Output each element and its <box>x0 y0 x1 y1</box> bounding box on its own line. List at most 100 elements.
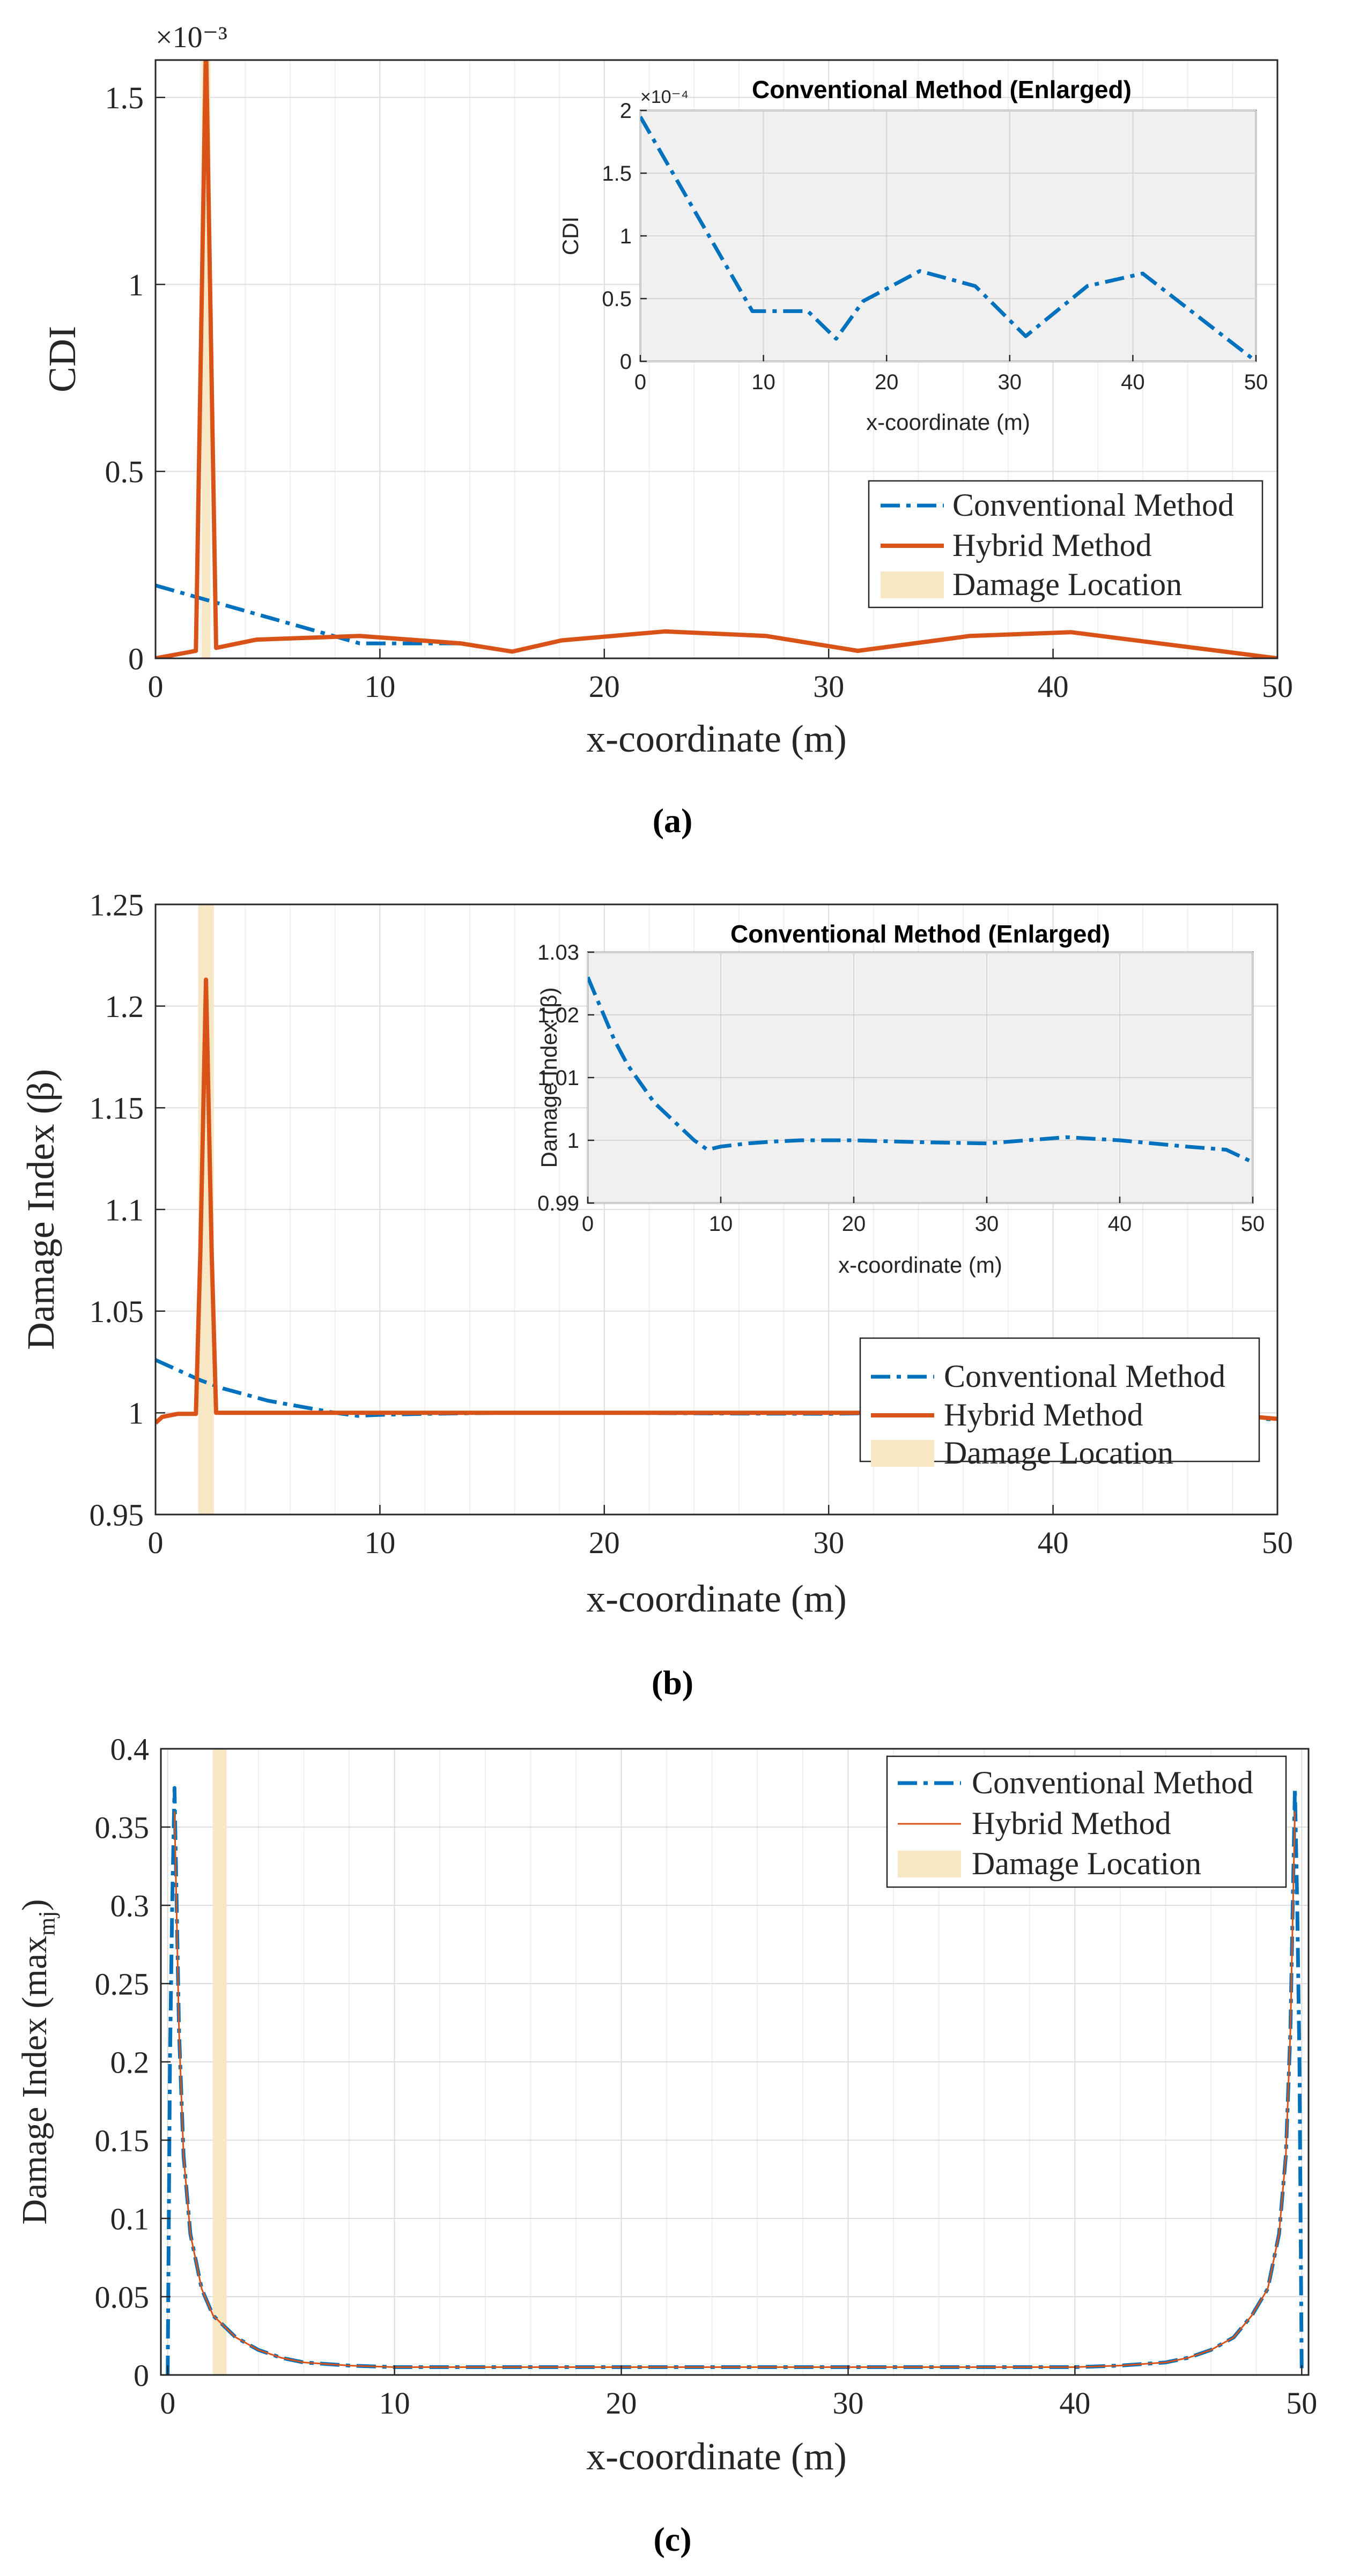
legend-c: Conventional Method Hybrid Method Damage… <box>886 1755 1287 1888</box>
x-tick-label: 40 <box>1038 669 1069 704</box>
series-line-hybrid <box>173 1811 1296 2368</box>
y-tick-label: 1.01 <box>537 1066 579 1090</box>
inset-ylabel-a: CDI <box>558 217 583 255</box>
legend-swatch-damage-c <box>898 1851 961 1877</box>
inset-ylabel-b: Damage Index (β) <box>536 988 561 1168</box>
x-tick-label: 50 <box>1244 370 1268 394</box>
panel-c: 0 10 20 30 40 50 0 0.05 0.1 0.15 0.2 0.25 0.3 0.35 0.4… <box>15 1732 1317 2558</box>
x-tick-label: 30 <box>813 1525 844 1560</box>
y-tick-label: 2 <box>620 99 632 123</box>
x-tick-label: 30 <box>975 1212 999 1236</box>
y-tick-label: 1.02 <box>537 1004 579 1027</box>
inset-xlabel-a: x-coordinate (m) <box>866 410 1030 435</box>
legend-label-conventional-b: Conventional Method <box>944 1358 1225 1394</box>
legend-label-damage-c: Damage Location <box>972 1846 1201 1881</box>
x-tick-label: 0 <box>148 1525 164 1560</box>
y-tick-label: 0.3 <box>110 1888 150 1923</box>
x-tick-label: 10 <box>364 669 395 704</box>
y-tick-label: 0.25 <box>95 1966 150 2001</box>
x-tick-label: 10 <box>709 1212 733 1236</box>
x-tick-label: 50 <box>1241 1212 1265 1236</box>
legend-swatch-damage-b <box>871 1440 934 1467</box>
legend-label-hybrid-a: Hybrid Method <box>952 528 1152 563</box>
y-tick-label: 1.25 <box>90 887 144 922</box>
x-tick-label: 10 <box>364 1525 395 1560</box>
x-tick-label: 40 <box>1059 2386 1090 2421</box>
y-tick-label: 1 <box>128 1396 144 1431</box>
axes-frame-a <box>154 59 1279 659</box>
legend-b: Conventional Method Hybrid Method Damage… <box>859 1337 1260 1471</box>
ylabel-c-sub: mj <box>34 1911 60 1935</box>
damage-band-c <box>213 1749 227 2375</box>
legend-label-damage-b: Damage Location <box>944 1435 1173 1471</box>
exponent-a: ×10⁻³ <box>156 21 227 54</box>
inset-series-a <box>640 115 1256 361</box>
y-tick-label: 1.15 <box>90 1091 144 1126</box>
ylabel-c-main: Damage Index (max <box>15 1936 54 2225</box>
x-tick-label: 0 <box>634 370 646 394</box>
inset-b: 0 10 20 30 40 50 0.99 1 1.01 1.02 1.03 Conventiona… <box>536 920 1265 1278</box>
y-tick-label: 1 <box>567 1129 579 1153</box>
legend-label-conventional-c: Conventional Method <box>972 1765 1253 1800</box>
x-tick-label: 30 <box>998 370 1022 394</box>
x-tick-label: 30 <box>832 2386 863 2421</box>
y-tick-label: 1.05 <box>90 1294 144 1329</box>
x-tick-label: 20 <box>875 370 899 394</box>
y-tick-label: 0.35 <box>95 1810 150 1845</box>
y-tick-label: 0.99 <box>537 1192 579 1215</box>
y-tick-label: 1 <box>620 225 632 248</box>
inset-series-b <box>588 976 1253 1164</box>
series-c <box>166 1786 1304 2375</box>
x-tick-label: 20 <box>589 669 620 704</box>
xlabel-a: x-coordinate (m) <box>586 717 847 760</box>
inset-ticks-b: 0 10 20 30 40 50 0.99 1 1.01 1.02 1.03 <box>537 941 1265 1236</box>
inset-xlabel-b: x-coordinate (m) <box>838 1252 1002 1278</box>
y-tick-label: 0 <box>620 350 632 374</box>
ylabel-b: Damage Index (β) <box>19 1069 62 1350</box>
ticks-c: 0 10 20 30 40 50 0 0.05 0.1 0.15 0.2 0.25 0.3 0.35 0.4 <box>95 1732 1318 2421</box>
y-tick-label: 1 <box>128 268 144 302</box>
x-tick-label: 50 <box>1262 1525 1293 1560</box>
x-tick-label: 40 <box>1108 1212 1132 1236</box>
x-tick-label: 50 <box>1286 2386 1317 2421</box>
x-tick-label: 20 <box>606 2386 637 2421</box>
legend-label-hybrid-c: Hybrid Method <box>972 1806 1171 1841</box>
legend-swatch-damage-a <box>881 571 944 598</box>
y-tick-label: 1.5 <box>602 162 632 185</box>
x-tick-label: 10 <box>751 370 775 394</box>
ylabel-a: CDI <box>41 326 84 392</box>
ticks-b: 0 10 20 30 40 50 0.95 1 1.05 1.1 1.15 1.2 1.25 <box>90 887 1294 1560</box>
x-tick-label: 20 <box>589 1525 620 1560</box>
inset-exponent-a: ×10⁻⁴ <box>640 87 689 107</box>
y-tick-label: 1.2 <box>105 989 144 1024</box>
xlabel-b: x-coordinate (m) <box>586 1577 847 1620</box>
y-tick-label: 0.95 <box>90 1497 144 1532</box>
y-tick-label: 1.03 <box>537 941 579 964</box>
caption-a: (a) <box>653 801 693 840</box>
x-tick-label: 10 <box>379 2386 410 2421</box>
inset-grid-a <box>640 110 1257 362</box>
y-tick-label: 0.2 <box>110 2045 150 2080</box>
y-tick-label: 0.5 <box>105 455 144 489</box>
caption-c: (c) <box>653 2520 691 2558</box>
y-tick-label: 0 <box>134 2358 149 2393</box>
series-line-conventional <box>640 115 1256 361</box>
inset-title-a: Conventional Method (Enlarged) <box>752 76 1132 103</box>
y-tick-label: 1.1 <box>105 1192 144 1227</box>
x-tick-label: 0 <box>148 669 164 704</box>
ylabel-c-end: ) <box>15 1899 54 1911</box>
legend-a: Conventional Method Hybrid Method Damage… <box>868 480 1263 608</box>
series-a <box>156 60 1277 658</box>
y-tick-label: 0.4 <box>110 1732 150 1766</box>
legend-label-hybrid-b: Hybrid Method <box>944 1397 1143 1432</box>
inset-a: 0 10 20 30 40 50 0 0.5 1 1.5 2 Conventional Method… <box>558 76 1268 435</box>
x-tick-label: 30 <box>813 669 844 704</box>
legend-label-damage-a: Damage Location <box>952 567 1182 602</box>
x-tick-label: 0 <box>160 2386 175 2421</box>
xlabel-c: x-coordinate (m) <box>586 2435 847 2478</box>
x-tick-label: 40 <box>1121 370 1145 394</box>
series-line-hybrid <box>156 60 1277 658</box>
